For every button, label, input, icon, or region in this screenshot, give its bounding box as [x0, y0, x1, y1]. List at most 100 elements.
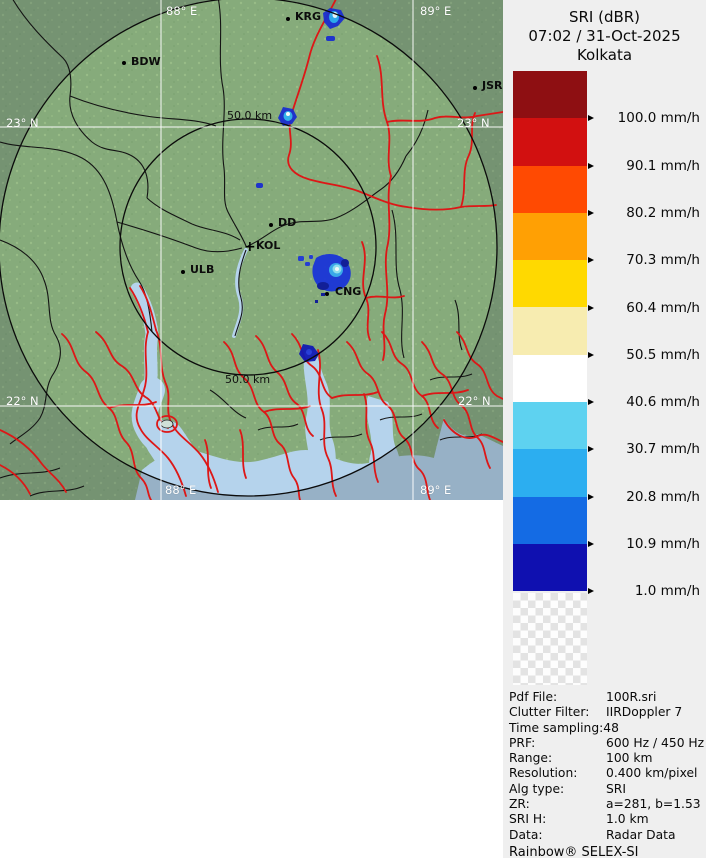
legend-label-row: 20.8 mm/h	[588, 488, 700, 506]
legend-band	[513, 165, 587, 213]
legend-band	[513, 449, 587, 497]
legend-threshold-value: 70.3 mm/h	[626, 252, 700, 269]
panel-header: SRI (dBR) 07:02 / 31-Oct-2025 Kolkata	[503, 8, 706, 65]
legend-tick-arrow-icon	[588, 446, 594, 453]
city-marker-dot	[122, 61, 126, 65]
legend-label-row: 70.3 mm/h	[588, 251, 700, 269]
legend-label-row: 90.1 mm/h	[588, 157, 700, 175]
metadata-row: ZR: a=281, b=1.53	[509, 797, 705, 812]
city-label: DD	[278, 216, 297, 229]
metadata-value: 100 km	[606, 751, 653, 766]
metadata-value: a=281, b=1.53	[606, 797, 701, 812]
city-label: CNG	[335, 285, 362, 298]
radar-map: 88° E 89° E 23° N 23° N 22° N 22° N 88° E 89° E…	[0, 0, 503, 500]
legend-threshold-value: 50.5 mm/h	[626, 346, 700, 363]
metadata-value: 0.400 km/pixel	[606, 766, 698, 781]
legend-threshold-value: 90.1 mm/h	[626, 157, 700, 174]
legend-threshold-value: 40.6 mm/h	[626, 394, 700, 411]
legend-tick-arrow-icon	[588, 399, 594, 406]
metadata-row: Range: 100 km	[509, 751, 705, 766]
metadata-label: PRF:	[509, 735, 536, 750]
city-label: KOL	[256, 239, 281, 252]
legend-band	[513, 402, 587, 450]
city-marker-dot	[286, 17, 290, 21]
city-label: JSR	[482, 79, 503, 92]
legend-panel: SRI (dBR) 07:02 / 31-Oct-2025 Kolkata 10…	[503, 0, 706, 860]
graticule-label: 23° N	[457, 116, 490, 130]
metadata-label: Range:	[509, 751, 553, 766]
legend-no-data-checker	[513, 593, 587, 685]
metadata-value: 600 Hz / 450 Hz	[606, 735, 705, 750]
legend-tick-arrow-icon	[588, 351, 594, 358]
graticule-label: 22° N	[6, 394, 39, 408]
legend-band	[513, 118, 587, 166]
legend-tick-arrow-icon	[588, 162, 594, 169]
metadata-label: Resolution:	[509, 766, 578, 781]
metadata-label: Clutter Filter:	[509, 705, 590, 720]
metadata-value: 1.0 km	[606, 812, 649, 827]
station-name: Kolkata	[576, 46, 633, 64]
metadata-value: Radar Data	[606, 827, 676, 842]
legend-label-row: 10.9 mm/h	[588, 535, 700, 553]
legend-threshold-value: 20.8 mm/h	[626, 488, 700, 505]
legend-label-row: 30.7 mm/h	[588, 440, 700, 458]
graticule-label: 88° E	[165, 483, 197, 497]
precipitation-echoes	[256, 8, 351, 362]
coverage-dimming	[0, 0, 503, 500]
legend-tick-arrow-icon	[588, 257, 594, 264]
metadata-row: Pdf File: 100R.sri	[509, 690, 705, 705]
legend-tick-arrow-icon	[588, 209, 594, 216]
city-label: ULB	[190, 263, 215, 276]
legend-threshold-value: 30.7 mm/h	[626, 441, 700, 458]
legend-label-row: 100.0 mm/h	[588, 109, 700, 127]
legend-band	[513, 260, 587, 308]
metadata-row: SRI H: 1.0 km	[509, 812, 705, 827]
district-boundaries	[0, 0, 483, 497]
metadata-row: Clutter Filter: IIRDoppler 7	[509, 705, 705, 720]
pond	[160, 419, 174, 429]
software-brand: Rainbow® SELEX-SI	[509, 845, 639, 860]
legend-tick-arrow-icon	[588, 541, 594, 547]
graticule-lines	[0, 0, 503, 500]
legend-band	[513, 71, 587, 119]
metadata-list: Pdf File: 100R.sri Clutter Filter: IIRDoppl…	[509, 690, 705, 843]
metadata-value: SRI	[606, 781, 626, 796]
range-rings	[0, 0, 498, 497]
graticule-label: 22° N	[458, 394, 491, 408]
legend-band	[513, 543, 587, 592]
graticule-label: 23° N	[6, 116, 39, 130]
range-ring-label: 50.0 km	[227, 109, 273, 122]
metadata-label: Alg type:	[509, 781, 565, 796]
metadata-row: Resolution: 0.400 km/pixel	[509, 766, 705, 781]
metadata-label: ZR:	[509, 797, 530, 812]
radar-site-cross-icon: +	[244, 239, 256, 255]
legend-band	[513, 354, 587, 403]
product-title: SRI (dBR)	[568, 8, 641, 26]
legend-threshold-value: 100.0 mm/h	[617, 110, 700, 127]
metadata-label: Pdf File:	[509, 690, 558, 704]
product-datetime: 07:02 / 31-Oct-2025	[528, 27, 681, 45]
graticule-label: 88° E	[166, 4, 198, 18]
legend-tick-arrow-icon	[588, 588, 594, 595]
legend-tick-arrow-icon	[588, 115, 594, 122]
city-label: KRG	[295, 10, 322, 23]
metadata-value: 100R.sri	[606, 690, 657, 704]
range-ring-label: 50.0 km	[225, 373, 271, 386]
radar-map-canvas	[0, 0, 503, 500]
legend-label-row: 1.0 mm/h	[588, 582, 700, 600]
metadata-row: Alg type: SRI	[509, 782, 705, 797]
legend-swatch	[513, 71, 587, 592]
legend-threshold-value: 80.2 mm/h	[626, 204, 700, 221]
legend-label-row: 80.2 mm/h	[588, 204, 700, 222]
legend-threshold-value: 10.9 mm/h	[626, 536, 700, 552]
legend-threshold-value: 1.0 mm/h	[634, 583, 700, 600]
legend-label-row: 40.6 mm/h	[588, 393, 700, 411]
metadata-row: Data: Radar Data	[509, 828, 705, 843]
city-marker-dot	[269, 223, 273, 227]
city-marker-dot	[473, 86, 477, 90]
metadata-row: PRF: 600 Hz / 450 Hz	[509, 736, 705, 751]
legend-tick-arrow-icon	[588, 304, 594, 311]
terrain-texture	[0, 0, 503, 500]
city-marker-dot	[325, 292, 329, 296]
